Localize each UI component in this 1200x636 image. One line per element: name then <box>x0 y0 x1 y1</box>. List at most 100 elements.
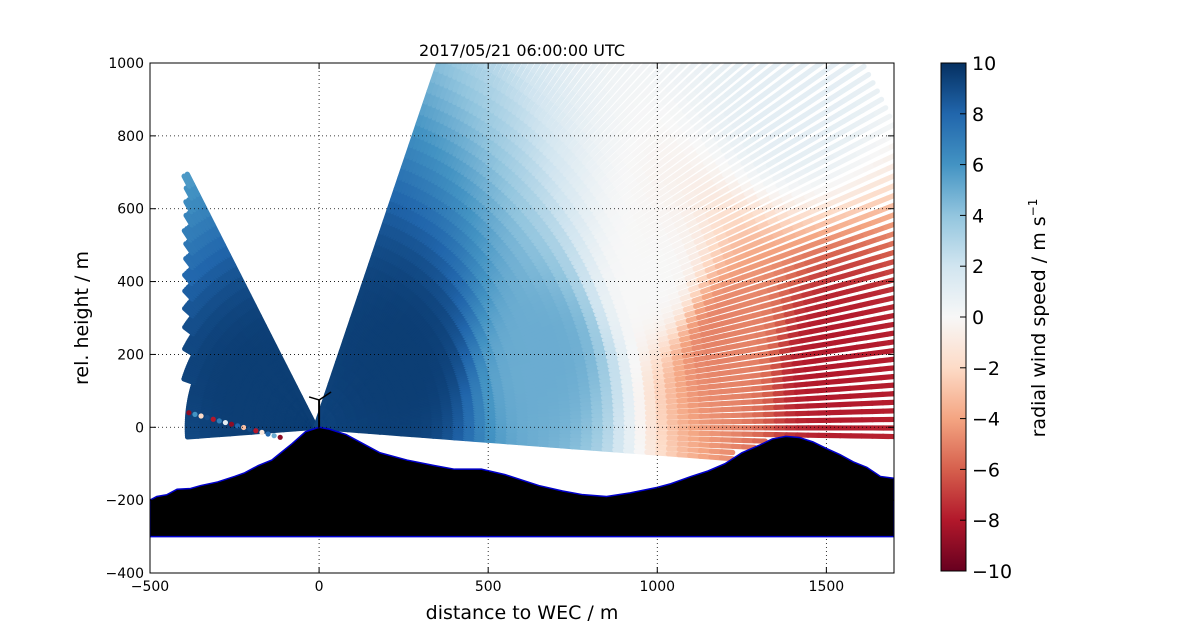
scan-segment <box>836 35 845 42</box>
scan-segment <box>701 18 709 26</box>
scan-segment <box>660 8 667 17</box>
scan-segment <box>898 190 908 194</box>
scan-segment <box>911 195 921 199</box>
scan-segment <box>893 222 894 226</box>
scan-segment <box>755 33 763 40</box>
scan-segment <box>834 63 841 66</box>
scan-segment <box>804 25 813 32</box>
scan-segment <box>914 383 925 384</box>
scan-segment <box>680 0 687 4</box>
scan-segment <box>729 35 737 43</box>
scan-segment <box>899 340 910 342</box>
scan-segment <box>714 16 722 24</box>
scan-segment <box>725 48 733 55</box>
scan-segment <box>721 8 729 16</box>
scan-segment <box>927 307 938 309</box>
scan-segment <box>891 304 894 310</box>
scan-segment <box>748 6 756 14</box>
scan-segment <box>638 33 645 42</box>
scan-segment <box>740 13 748 21</box>
scan-segment <box>751 47 759 54</box>
scan-segment <box>902 366 913 367</box>
scan-segment <box>651 30 658 38</box>
lidar-scan-rays <box>181 0 941 462</box>
scan-segment <box>907 320 918 322</box>
scan-segment <box>888 365 894 371</box>
scan-segment <box>798 63 811 70</box>
scan-segment <box>923 355 934 356</box>
scan-segment <box>869 96 885 108</box>
scan-segment <box>810 0 818 3</box>
scan-segment <box>648 43 655 51</box>
scan-segment <box>716 2 724 10</box>
scan-segment <box>930 326 941 328</box>
scan-segment <box>886 277 894 284</box>
scan-segment <box>924 373 935 374</box>
scan-segment <box>898 159 908 163</box>
scan-segment <box>735 7 743 15</box>
scan-segment <box>909 329 920 331</box>
scan-segment <box>711 30 719 38</box>
scan-segment <box>670 18 677 26</box>
scan-segment <box>724 29 732 37</box>
scan-segment <box>673 37 681 45</box>
scan-segment <box>920 270 930 273</box>
scan-segment <box>906 311 917 313</box>
scan-segment <box>809 33 818 40</box>
scan-segment <box>902 168 912 172</box>
scan-segment <box>914 204 924 208</box>
scan-segment <box>769 53 778 60</box>
scan-segment <box>685 63 690 64</box>
scan-segment <box>918 318 929 320</box>
scan-segment <box>913 374 924 375</box>
scan-segment <box>817 26 826 33</box>
scan-segment <box>626 63 633 67</box>
scan-segment <box>678 10 685 18</box>
scan-segment <box>911 347 922 348</box>
scan-segment <box>765 46 773 53</box>
scan-segment <box>685 34 693 42</box>
scan-segment <box>769 0 777 5</box>
scan-segment <box>903 375 914 376</box>
scan-segment <box>897 322 908 324</box>
scan-segment <box>700 52 708 60</box>
scan-segment <box>768 32 776 39</box>
scan-segment <box>772 18 780 25</box>
scan-segment <box>904 393 915 394</box>
scan-segment <box>690 40 698 48</box>
scan-segment <box>847 63 858 68</box>
scan-segment <box>888 142 894 150</box>
scan-segment <box>877 113 893 125</box>
scan-segment <box>888 202 894 210</box>
scan-segment <box>821 11 830 18</box>
scan-segment <box>884 330 894 337</box>
scan-segment <box>916 252 926 255</box>
scan-segment <box>892 258 894 264</box>
scan-segment <box>747 40 755 47</box>
scan-segment <box>922 345 933 346</box>
scan-segment <box>889 173 894 180</box>
scan-segment <box>929 316 940 318</box>
scan-segment <box>904 208 914 212</box>
scan-segment <box>745 63 757 70</box>
scan-segment <box>636 47 643 55</box>
plot-area <box>150 0 941 538</box>
scan-segment <box>693 26 701 34</box>
scan-segment <box>887 347 894 354</box>
scan-segment <box>800 39 809 46</box>
scan-segment <box>665 13 672 21</box>
scan-segment <box>756 53 764 60</box>
scan-segment <box>714 63 722 66</box>
scan-segment <box>668 32 675 40</box>
scan-segment <box>931 268 941 271</box>
scan-segment <box>807 11 815 18</box>
scan-segment <box>831 27 840 34</box>
scan-segment <box>790 25 798 32</box>
scan-segment <box>926 298 937 300</box>
scan-segment <box>873 105 889 116</box>
scan-segment <box>761 5 769 13</box>
scan-segment <box>814 40 823 47</box>
scan-segment <box>888 240 894 247</box>
scan-segment <box>901 199 911 203</box>
scan-segment <box>682 48 690 56</box>
